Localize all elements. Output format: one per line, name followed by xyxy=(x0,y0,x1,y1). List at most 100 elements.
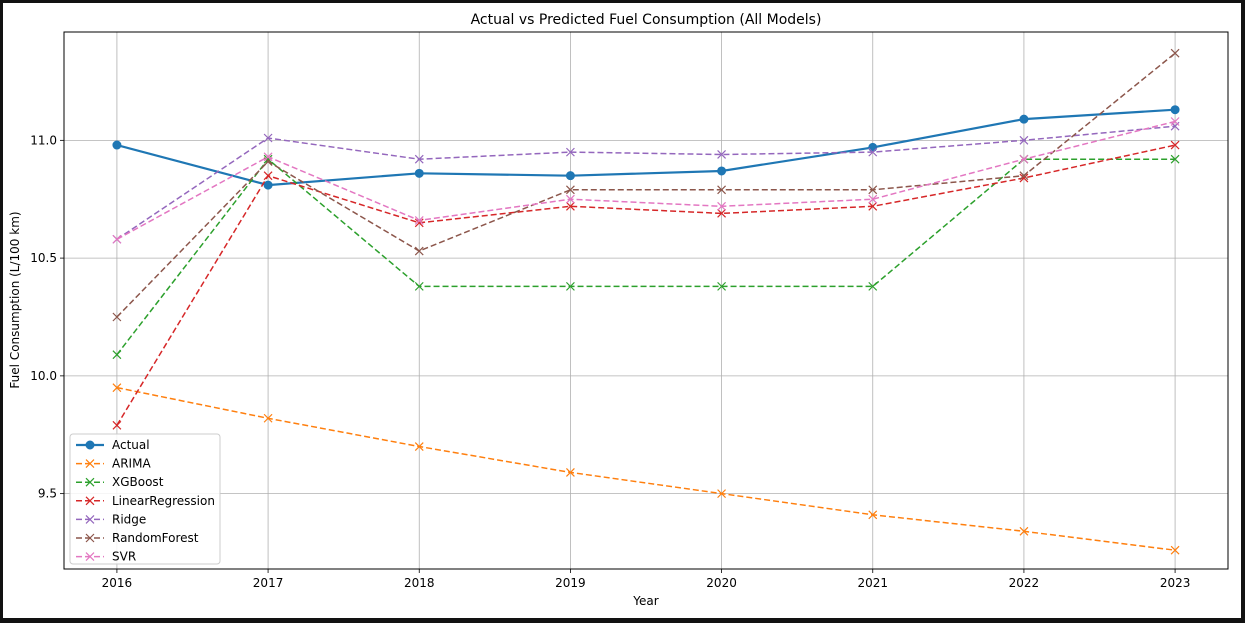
data-point xyxy=(112,420,122,430)
data-point xyxy=(112,234,122,244)
series-line xyxy=(116,144,1176,426)
legend-label: XGBoost xyxy=(112,475,164,489)
x-tick-label: 2017 xyxy=(253,576,284,590)
data-point xyxy=(85,533,95,543)
legend-label: LinearRegression xyxy=(112,494,215,508)
x-tick-label: 2019 xyxy=(555,576,586,590)
grid xyxy=(64,32,1228,569)
data-point xyxy=(565,194,575,204)
series-randomforest xyxy=(112,48,1180,322)
series-svr xyxy=(112,117,1180,244)
data-point xyxy=(868,147,878,157)
data-point xyxy=(565,201,575,211)
x-tick-label: 2021 xyxy=(857,576,888,590)
data-point xyxy=(1170,154,1180,164)
data-point xyxy=(85,496,95,506)
series-line xyxy=(116,120,1176,240)
data-point xyxy=(263,154,273,164)
legend-label: SVR xyxy=(112,550,136,564)
legend-label: Actual xyxy=(112,438,150,452)
legend-box xyxy=(69,433,221,565)
data-point xyxy=(868,142,878,152)
data-point xyxy=(263,180,273,190)
y-tick-label: 11.0 xyxy=(30,133,57,147)
x-axis-label: Year xyxy=(632,594,658,608)
data-point xyxy=(1019,173,1029,183)
data-point xyxy=(1019,526,1029,536)
data-point xyxy=(263,152,273,162)
data-point xyxy=(565,171,575,181)
series-group xyxy=(112,48,1180,555)
x-tick-label: 2023 xyxy=(1160,576,1191,590)
data-point xyxy=(868,281,878,291)
data-point xyxy=(414,246,424,256)
x-tick-label: 2018 xyxy=(404,576,435,590)
legend-label: Ridge xyxy=(112,512,146,526)
chart-title: Actual vs Predicted Fuel Consumption (Al… xyxy=(471,12,822,28)
figure-canvas: Actual vs Predicted Fuel Consumption (Al… xyxy=(3,3,1241,618)
data-point xyxy=(1019,154,1029,164)
line-chart: Actual vs Predicted Fuel Consumption (Al… xyxy=(8,12,1229,608)
legend-entry: RandomForest xyxy=(76,531,199,545)
data-point xyxy=(1019,135,1029,145)
data-point xyxy=(112,312,122,322)
x-tick-label: 2020 xyxy=(706,576,737,590)
axis-ticks: 2016 2017 2018 2019 2020 2021 2022 2023 9.5 10.0 1… xyxy=(30,133,1190,590)
data-point xyxy=(414,281,424,291)
data-point xyxy=(1170,545,1180,555)
series-line xyxy=(116,386,1176,551)
y-tick-label: 10.0 xyxy=(30,369,57,383)
data-point xyxy=(868,194,878,204)
y-tick-label: 9.5 xyxy=(38,487,57,501)
data-point xyxy=(868,185,878,195)
data-point xyxy=(717,489,727,499)
data-point xyxy=(1170,105,1180,115)
data-point xyxy=(565,468,575,477)
data-point xyxy=(85,459,95,469)
data-point xyxy=(414,168,424,178)
data-point xyxy=(263,133,273,143)
data-point xyxy=(717,208,727,218)
data-point xyxy=(85,440,95,450)
series-line xyxy=(116,158,1176,356)
data-point xyxy=(1019,114,1029,124)
legend-entry: XGBoost xyxy=(76,475,164,489)
series-line xyxy=(116,52,1176,318)
data-point xyxy=(868,510,878,520)
plot-area xyxy=(63,31,1229,570)
data-point xyxy=(112,383,122,393)
y-axis-label: Fuel Consumption (L/100 km) xyxy=(8,211,22,388)
legend-entry: Actual xyxy=(76,438,150,452)
x-tick-label: 2022 xyxy=(1009,576,1040,590)
data-point xyxy=(263,171,273,181)
data-point xyxy=(717,201,727,211)
data-point xyxy=(1170,48,1180,58)
x-tick-label: 2016 xyxy=(102,576,133,590)
data-point xyxy=(414,442,424,451)
series-arima xyxy=(112,383,1180,555)
data-point xyxy=(1170,140,1180,150)
series-line xyxy=(116,108,1176,187)
data-point xyxy=(85,552,95,562)
data-point xyxy=(717,185,727,195)
data-point xyxy=(85,514,95,524)
data-point xyxy=(112,140,122,150)
data-point xyxy=(565,281,575,291)
data-point xyxy=(414,215,424,225)
data-point xyxy=(1019,171,1029,181)
data-point xyxy=(112,350,122,360)
data-point xyxy=(717,281,727,291)
legend-entry: LinearRegression xyxy=(76,494,215,508)
data-point xyxy=(414,154,424,164)
legend-entry: Ridge xyxy=(76,512,146,526)
data-point xyxy=(717,150,727,159)
legend-label: RandomForest xyxy=(112,531,199,545)
data-point xyxy=(868,201,878,211)
legend-entry: SVR xyxy=(76,550,136,564)
data-point xyxy=(565,185,575,195)
data-point xyxy=(565,147,575,157)
series-line xyxy=(116,125,1176,240)
data-point xyxy=(1170,117,1180,126)
data-point xyxy=(85,477,95,487)
